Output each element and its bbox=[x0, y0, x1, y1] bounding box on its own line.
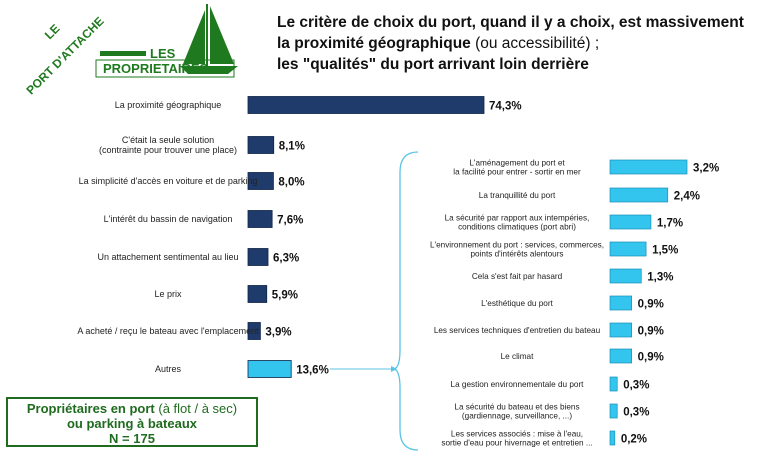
detail-value-label-8: 0,9% bbox=[638, 352, 664, 364]
detail-value-label-2: 2,4% bbox=[674, 191, 700, 203]
title-line-1: Le critère de choix du port, quand il y … bbox=[277, 14, 744, 31]
detail-value-label-1: 3,2% bbox=[693, 163, 719, 175]
detail-category-label-3-line-1: La sécurité par rapport aux intempéries, bbox=[445, 213, 590, 222]
detail-category-label-10-line-2: (gardiennage, surveillance, ...) bbox=[462, 411, 572, 420]
detail-category-label-1-line-2: la facilité pour entrer - sortir en mer bbox=[453, 167, 581, 176]
detail-category-label-3-line-2: conditions climatiques (port abri) bbox=[458, 222, 576, 231]
detail-category-label-4-line-2: points d'intérêts alentours bbox=[470, 249, 563, 258]
main-value-label-4: 7,6% bbox=[277, 215, 303, 227]
main-category-label-2-line-1: C'était la seule solution bbox=[122, 135, 214, 145]
main-value-label-1: 74,3% bbox=[489, 101, 522, 113]
main-category-label-7-line-1: A acheté / reçu le bateau avec l'emplace… bbox=[77, 326, 259, 336]
detail-value-label-3: 1,7% bbox=[657, 218, 683, 230]
logo-proprietaires: PROPRIETAIRES bbox=[103, 61, 209, 76]
detail-value-label-10: 0,3% bbox=[623, 407, 649, 419]
title-line-2: la proximité géographique (ou accessibil… bbox=[277, 33, 777, 54]
detail-value-label-4: 1,5% bbox=[652, 245, 678, 257]
main-value-label-6: 5,9% bbox=[272, 290, 298, 302]
detail-category-label-8-line-1: Le climat bbox=[501, 352, 534, 361]
detail-category-label-1-line-1: L'aménagement du port et bbox=[469, 158, 565, 167]
main-category-label-4-line-1: L'intérêt du bassin de navigation bbox=[104, 214, 233, 224]
sail-right bbox=[210, 6, 234, 64]
detail-bar-11 bbox=[609, 430, 616, 446]
main-bar-1 bbox=[247, 96, 485, 114]
main-bar-2 bbox=[247, 136, 275, 154]
sample-note-line-3: N = 175 bbox=[8, 431, 256, 446]
main-bar-5 bbox=[247, 248, 269, 266]
detail-bar-6 bbox=[609, 295, 633, 311]
sample-note-parking: ou parking à bateaux bbox=[66, 416, 198, 431]
port-logo: LES PROPRIETAIRES LE PORT D'ATTACHE bbox=[0, 0, 250, 97]
detail-category-label-4-line-1: L'environnement du port : services, comm… bbox=[430, 240, 604, 249]
detail-bar-7 bbox=[609, 322, 633, 338]
detail-bar-3 bbox=[609, 214, 652, 230]
main-category-label-2-line-2: (contrainte pour trouver une place) bbox=[99, 145, 237, 155]
title-line-3: les "qualités" du port arrivant loin der… bbox=[277, 56, 589, 73]
detail-brace bbox=[392, 151, 419, 451]
detail-bar-1 bbox=[609, 159, 688, 175]
detail-value-label-11: 0,2% bbox=[621, 434, 647, 446]
main-category-label-1-line-1: La proximité géographique bbox=[115, 100, 222, 110]
main-bar-4 bbox=[247, 210, 273, 228]
main-value-label-2: 8,1% bbox=[279, 141, 305, 153]
main-category-label-5-line-1: Un attachement sentimental au lieu bbox=[97, 252, 238, 262]
sample-note-bold: Propriétaires en port bbox=[26, 401, 155, 416]
page-title: Le critère de choix du port, quand il y … bbox=[277, 12, 777, 75]
sample-note-line-2: ou parking à bateaux bbox=[8, 416, 256, 431]
detail-category-label-7-line-1: Les services techniques d'entretien du b… bbox=[434, 326, 601, 335]
detail-bar-2 bbox=[609, 187, 669, 203]
title-line-2-bold: la proximité géographique bbox=[277, 35, 471, 52]
detail-category-label-11-line-1: Les services associés : mise à l'eau, bbox=[451, 429, 583, 438]
detail-value-label-9: 0,3% bbox=[623, 380, 649, 392]
sample-note: Propriétaires en port (à flot / à sec) o… bbox=[6, 397, 258, 447]
sample-note-line-1: Propriétaires en port (à flot / à sec) bbox=[8, 401, 256, 416]
detail-bar-8 bbox=[609, 348, 633, 364]
main-value-label-5: 6,3% bbox=[273, 253, 299, 265]
detail-value-label-6: 0,9% bbox=[638, 299, 664, 311]
title-line-2-normal: (ou accessibilité) ; bbox=[470, 35, 600, 52]
detail-category-label-5-line-1: Cela s'est fait par hasard bbox=[472, 272, 563, 281]
sample-note-n: N = 175 bbox=[109, 431, 155, 446]
detail-category-label-2-line-1: La tranquillité du port bbox=[479, 191, 556, 200]
main-bar-7 bbox=[247, 322, 261, 340]
detail-category-label-6-line-1: L'esthétique du port bbox=[481, 299, 553, 308]
main-category-label-3-line-1: La simplicité d'accès en voiture et de p… bbox=[79, 176, 258, 186]
main-value-label-7: 3,9% bbox=[265, 327, 291, 339]
detail-category-label-11-line-2: sortie d'eau pour hivernage et entretien… bbox=[441, 438, 592, 447]
main-value-label-3: 8,0% bbox=[278, 177, 304, 189]
logo-les: LES bbox=[150, 46, 176, 61]
main-bar-3 bbox=[247, 172, 274, 190]
main-bar-6 bbox=[247, 285, 268, 303]
hull bbox=[180, 66, 238, 74]
detail-category-label-10-line-1: La sécurité du bateau et des biens bbox=[454, 402, 579, 411]
detail-value-label-5: 1,3% bbox=[647, 272, 673, 284]
main-value-label-8: 13,6% bbox=[296, 365, 329, 377]
detail-bar-4 bbox=[609, 241, 647, 257]
sample-note-normal: (à flot / à sec) bbox=[154, 401, 238, 416]
main-category-label-8-line-1: Autres bbox=[155, 364, 182, 374]
sailboat-icon: LES PROPRIETAIRES LE PORT D'ATTACHE bbox=[23, 4, 238, 97]
detail-category-label-9-line-1: La gestion environnementale du port bbox=[451, 380, 585, 389]
detail-bar-9 bbox=[609, 376, 618, 392]
main-bar-8 bbox=[247, 360, 292, 378]
detail-bar-5 bbox=[609, 268, 642, 284]
main-category-label-6-line-1: Le prix bbox=[154, 289, 182, 299]
detail-value-label-7: 0,9% bbox=[638, 326, 664, 338]
detail-bar-10 bbox=[609, 403, 618, 419]
sail-left bbox=[183, 10, 205, 64]
